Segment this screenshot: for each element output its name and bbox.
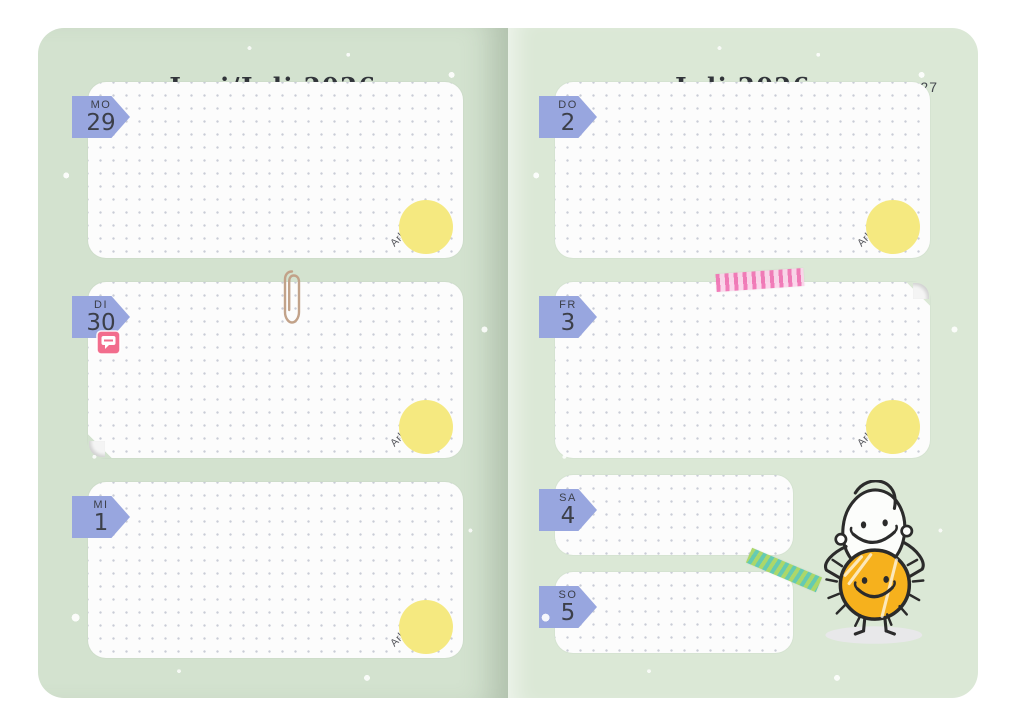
day-tag-mo-29: MO 29 bbox=[72, 96, 130, 138]
work-time-circle bbox=[399, 600, 453, 654]
day-abbr: DO bbox=[558, 98, 578, 111]
day-abbr: SA bbox=[559, 491, 577, 504]
day-number: 3 bbox=[560, 309, 576, 336]
day-abbr: SO bbox=[558, 588, 578, 601]
folded-corner bbox=[906, 282, 930, 306]
day-number: 1 bbox=[93, 509, 109, 536]
day-tag-mi-1: MI 1 bbox=[72, 496, 130, 538]
work-time-circle bbox=[866, 200, 920, 254]
work-time-circle bbox=[399, 400, 453, 454]
work-time-circle bbox=[399, 200, 453, 254]
day-abbr: FR bbox=[559, 298, 577, 311]
day-number: 2 bbox=[560, 109, 576, 136]
work-time-zone: Arbeitszeit bbox=[347, 360, 457, 456]
planner-spread: Juni/Juli 2026 MO 29 Arbeitszeit DI 30 bbox=[38, 28, 978, 698]
day-block-di-30: DI 30 Arbeitszeit bbox=[72, 282, 463, 458]
folded-corner bbox=[88, 434, 112, 458]
day-abbr: MI bbox=[93, 498, 109, 511]
day-block-fr-3: FR 3 Arbeitszeit bbox=[539, 282, 930, 458]
day-tag-sa-4: SA 4 bbox=[539, 489, 597, 531]
day-number: 5 bbox=[560, 599, 576, 626]
day-block-sa-4: SA 4 bbox=[539, 475, 793, 555]
paperclip-icon bbox=[283, 270, 301, 324]
work-time-zone: Arbeitszeit bbox=[814, 160, 924, 256]
sun-hugging-doodle-character bbox=[824, 480, 925, 644]
day-number: 4 bbox=[560, 502, 576, 529]
day-block-mi-1: MI 1 Arbeitszeit bbox=[72, 482, 463, 658]
work-time-zone: Arbeitszeit bbox=[347, 160, 457, 256]
day-tag-do-2: DO 2 bbox=[539, 96, 597, 138]
day-block-mo-29: MO 29 Arbeitszeit bbox=[72, 82, 463, 258]
day-tag-so-5: SO 5 bbox=[539, 586, 597, 628]
day-block-so-5: SO 5 bbox=[539, 572, 793, 653]
work-time-circle bbox=[866, 400, 920, 454]
day-number: 30 bbox=[86, 309, 116, 336]
day-tag-fr-3: FR 3 bbox=[539, 296, 597, 338]
day-abbr: MO bbox=[90, 98, 112, 111]
work-time-zone: Arbeitszeit bbox=[347, 560, 457, 656]
day-abbr: DI bbox=[94, 298, 108, 311]
work-time-zone: Arbeitszeit bbox=[814, 360, 924, 456]
day-block-do-2: DO 2 Arbeitszeit bbox=[539, 82, 930, 258]
left-page: Juni/Juli 2026 MO 29 Arbeitszeit DI 30 bbox=[38, 28, 508, 698]
right-page: Juli 2026 KW 27 DO 2 Arbeitszeit FR 3 bbox=[508, 28, 978, 698]
chat-bubble-sticker-icon bbox=[96, 330, 121, 355]
day-number: 29 bbox=[86, 109, 116, 136]
